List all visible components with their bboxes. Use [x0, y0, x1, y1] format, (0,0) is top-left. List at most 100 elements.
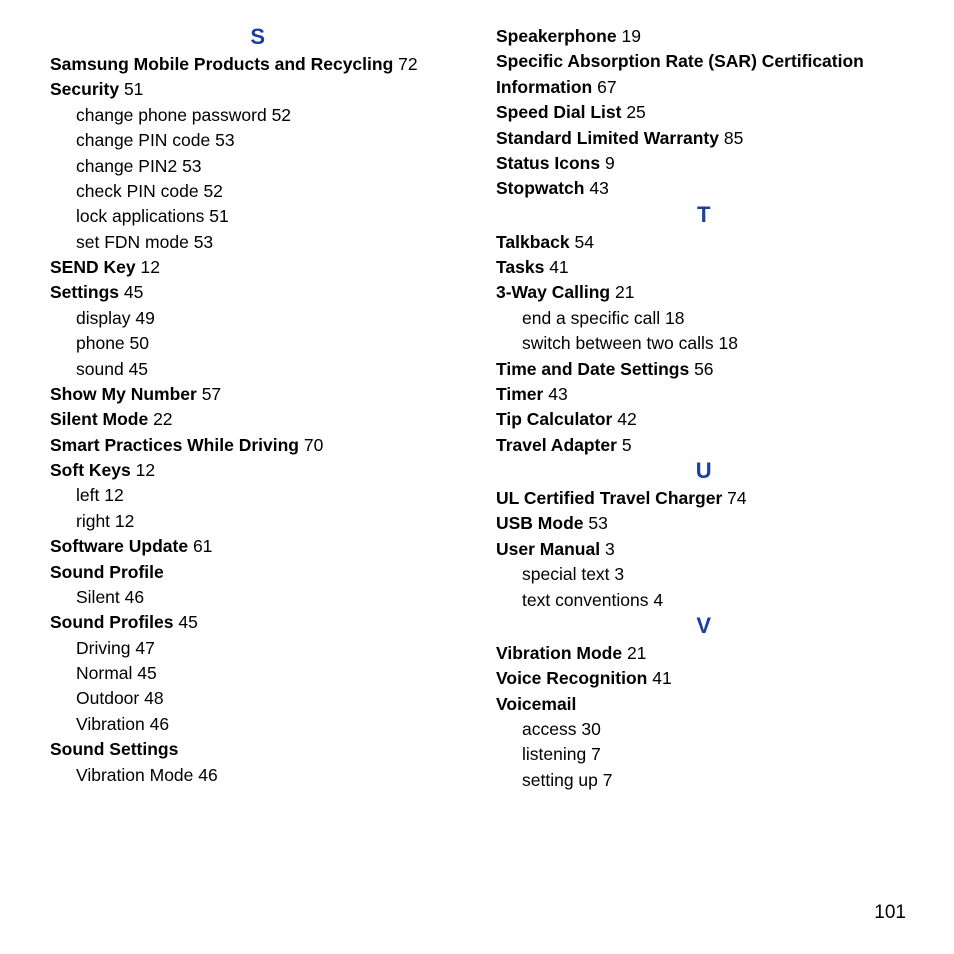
page-ref: 45: [129, 359, 148, 379]
index-entry: Silent 46: [50, 585, 466, 610]
index-entry: sound 45: [50, 357, 466, 382]
page-ref: 41: [549, 257, 568, 277]
index-term: Sound Settings: [50, 739, 178, 759]
index-entry: 3-Way Calling 21: [496, 280, 912, 305]
index-entry: Sound Settings: [50, 737, 466, 762]
page-ref: 51: [209, 206, 228, 226]
index-subterm: switch between two calls: [522, 333, 714, 353]
index-entry: Vibration 46: [50, 712, 466, 737]
index-term: Tip Calculator: [496, 409, 612, 429]
index-entry: setting up 7: [496, 768, 912, 793]
page-ref: 61: [193, 536, 212, 556]
index-term: SEND Key: [50, 257, 136, 277]
index-entry: change PIN code 53: [50, 128, 466, 153]
index-entry: set FDN mode 53: [50, 230, 466, 255]
index-entry: left 12: [50, 483, 466, 508]
index-entry: listening 7: [496, 742, 912, 767]
page-ref: 53: [182, 156, 201, 176]
index-term: UL Certified Travel Charger: [496, 488, 722, 508]
page-ref: 3: [614, 564, 624, 584]
index-subterm: right: [76, 511, 110, 531]
index-entry: Voicemail: [496, 692, 912, 717]
index-entry: Normal 45: [50, 661, 466, 686]
index-term: Soft Keys: [50, 460, 131, 480]
page-ref: 7: [591, 744, 601, 764]
index-entry: display 49: [50, 306, 466, 331]
index-subterm: phone: [76, 333, 125, 353]
index-entry: Voice Recognition 41: [496, 666, 912, 691]
index-entry: Tip Calculator 42: [496, 407, 912, 432]
right-column: Speakerphone 19Specific Absorption Rate …: [496, 24, 912, 793]
page-ref: 45: [124, 282, 143, 302]
index-entry: SEND Key 12: [50, 255, 466, 280]
index-entry: Outdoor 48: [50, 686, 466, 711]
index-term: Show My Number: [50, 384, 197, 404]
index-subterm: set FDN mode: [76, 232, 189, 252]
page-ref: 3: [605, 539, 615, 559]
index-subterm: left: [76, 485, 99, 505]
section-letter-v: V: [496, 613, 912, 639]
section-letter-t: T: [496, 202, 912, 228]
index-term: Smart Practices While Driving: [50, 435, 299, 455]
page-ref: 46: [198, 765, 217, 785]
index-subterm: sound: [76, 359, 124, 379]
index-subterm: check PIN code: [76, 181, 199, 201]
page-ref: 52: [203, 181, 222, 201]
index-entry: Silent Mode 22: [50, 407, 466, 432]
index-term: Sound Profiles: [50, 612, 173, 632]
index-entry: change PIN2 53: [50, 154, 466, 179]
page-ref: 42: [617, 409, 636, 429]
index-entry: Samsung Mobile Products and Recycling 72: [50, 52, 466, 77]
page-ref: 7: [603, 770, 613, 790]
index-subterm: Silent: [76, 587, 120, 607]
index-entry: USB Mode 53: [496, 511, 912, 536]
index-entry: Talkback 54: [496, 230, 912, 255]
section-letter-u: U: [496, 458, 912, 484]
page-ref: 12: [104, 485, 123, 505]
page-ref: 30: [581, 719, 600, 739]
page-ref: 5: [622, 435, 632, 455]
index-term: Speed Dial List: [496, 102, 621, 122]
index-term: Speakerphone: [496, 26, 617, 46]
index-term: Travel Adapter: [496, 435, 617, 455]
index-term: User Manual: [496, 539, 600, 559]
index-subterm: listening: [522, 744, 586, 764]
index-entry: text conventions 4: [496, 588, 912, 613]
index-entry: Speakerphone 19: [496, 24, 912, 49]
index-term: Vibration Mode: [496, 643, 622, 663]
index-subterm: end a specific call: [522, 308, 660, 328]
page-ref: 85: [724, 128, 743, 148]
index-term: Tasks: [496, 257, 544, 277]
index-subterm: Vibration Mode: [76, 765, 193, 785]
index-subterm: Outdoor: [76, 688, 139, 708]
index-columns: SSamsung Mobile Products and Recycling 7…: [50, 24, 912, 793]
index-entry: Vibration Mode 21: [496, 641, 912, 666]
index-subterm: setting up: [522, 770, 598, 790]
page-ref: 45: [178, 612, 197, 632]
left-column: SSamsung Mobile Products and Recycling 7…: [50, 24, 466, 793]
index-term: Standard Limited Warranty: [496, 128, 719, 148]
index-entry: Smart Practices While Driving 70: [50, 433, 466, 458]
page-ref: 9: [605, 153, 615, 173]
page-ref: 4: [653, 590, 663, 610]
page-ref: 47: [135, 638, 154, 658]
index-entry: Sound Profiles 45: [50, 610, 466, 635]
index-entry: Travel Adapter 5: [496, 433, 912, 458]
page-ref: 43: [589, 178, 608, 198]
index-term: Voice Recognition: [496, 668, 647, 688]
index-term: USB Mode: [496, 513, 584, 533]
index-entry: access 30: [496, 717, 912, 742]
index-term: Settings: [50, 282, 119, 302]
index-entry: Time and Date Settings 56: [496, 357, 912, 382]
page-ref: 21: [615, 282, 634, 302]
page-ref: 12: [115, 511, 134, 531]
page-ref: 50: [130, 333, 149, 353]
page-ref: 48: [144, 688, 163, 708]
index-entry: Driving 47: [50, 636, 466, 661]
index-subterm: display: [76, 308, 130, 328]
page-ref: 52: [272, 105, 291, 125]
index-term: Samsung Mobile Products and Recycling: [50, 54, 393, 74]
page-ref: 53: [194, 232, 213, 252]
index-entry: Show My Number 57: [50, 382, 466, 407]
page-ref: 56: [694, 359, 713, 379]
